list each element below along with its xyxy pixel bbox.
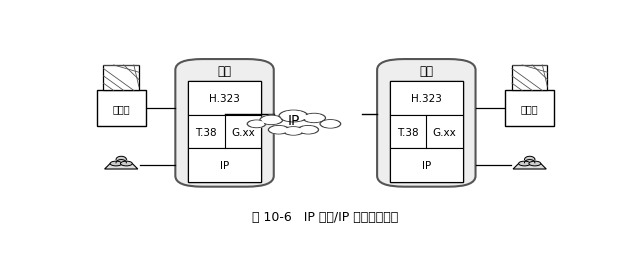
Bar [188,82,261,115]
Circle shape [281,112,305,121]
Text: T.38: T.38 [196,127,217,137]
Circle shape [247,121,266,128]
Circle shape [300,127,316,133]
Circle shape [262,117,280,124]
FancyBboxPatch shape [377,60,476,187]
Bar [390,82,463,115]
Bar [390,149,463,182]
Circle shape [271,127,286,133]
Circle shape [519,162,530,166]
Polygon shape [513,164,546,169]
Text: 图 10-6   IP 电话/IP 传真综合系统: 图 10-6 IP 电话/IP 传真综合系统 [252,210,399,223]
Text: 网关: 网关 [419,65,433,78]
Text: IP: IP [220,160,229,170]
Circle shape [283,127,304,135]
Text: G.xx: G.xx [432,127,457,137]
Bar [390,82,463,182]
Circle shape [279,111,308,122]
Bar [104,66,139,91]
Bar [505,91,554,126]
Circle shape [121,162,132,166]
Circle shape [110,162,122,166]
Text: 传真机: 传真机 [521,104,538,114]
Circle shape [305,115,323,122]
Text: G.xx: G.xx [231,127,255,137]
Text: H.323: H.323 [209,94,240,104]
Circle shape [260,116,283,125]
Bar [188,82,261,182]
Circle shape [529,162,541,166]
Circle shape [320,120,341,129]
Bar [188,149,261,182]
Circle shape [298,126,319,134]
Text: H.323: H.323 [411,94,442,104]
Circle shape [303,114,326,123]
Text: 传真机: 传真机 [112,104,130,114]
Text: 网关: 网关 [218,65,232,78]
Bar [97,91,146,126]
Text: IP: IP [422,160,431,170]
Circle shape [250,122,264,127]
Bar [390,115,463,149]
Polygon shape [105,164,138,169]
Text: IP: IP [287,114,300,128]
FancyBboxPatch shape [175,60,274,187]
Bar [512,66,547,91]
Circle shape [323,121,338,128]
Circle shape [286,128,302,135]
Bar [188,115,261,149]
Circle shape [269,126,289,134]
Text: T.38: T.38 [398,127,419,137]
